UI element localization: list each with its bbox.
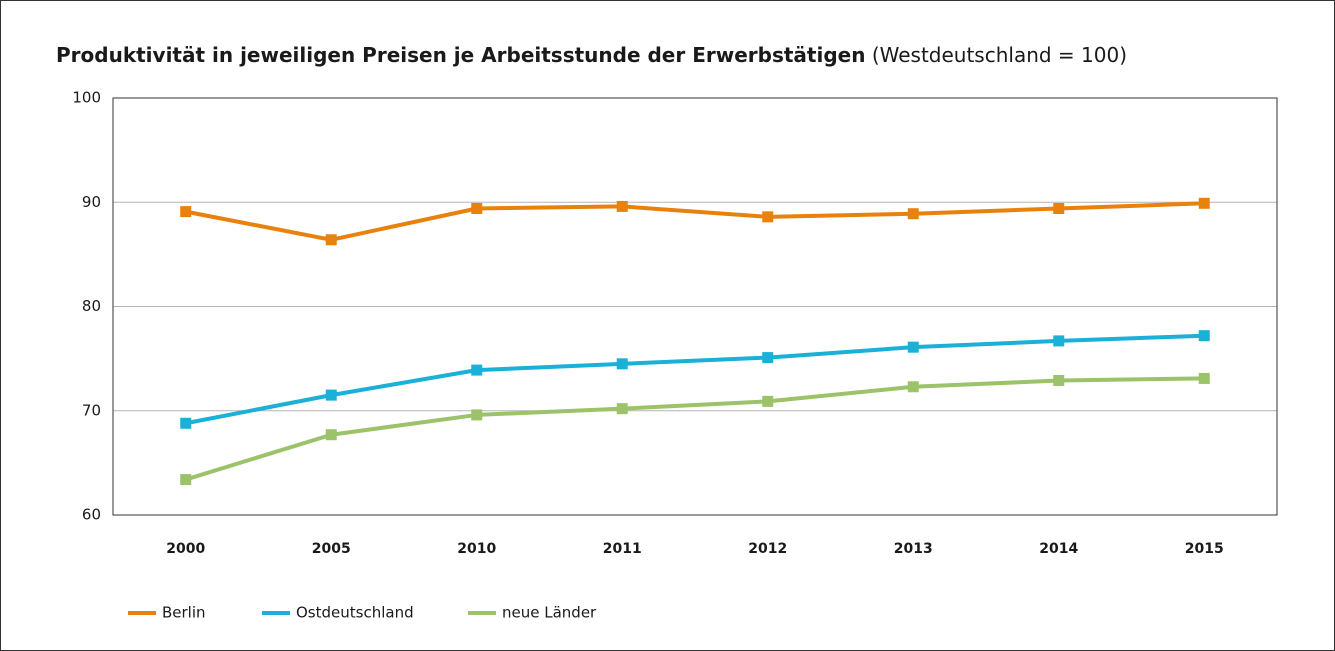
chart-title: Produktivität in jeweiligen Preisen je A…: [56, 43, 865, 67]
legend-label: Ostdeutschland: [296, 604, 414, 622]
point-marker: [616, 403, 628, 415]
point-marker: [907, 208, 919, 220]
x-tick-label: 2015: [1185, 541, 1224, 557]
y-tick-label: 80: [82, 297, 101, 315]
series-line: [185, 333, 1205, 426]
y-tick-label: 90: [82, 193, 101, 211]
y-tick-label: 70: [82, 401, 101, 419]
x-tick-label: 2000: [166, 541, 205, 557]
point-marker: [325, 234, 337, 246]
point-marker: [1198, 197, 1210, 209]
x-tick-label: 2013: [894, 541, 933, 557]
point-marker: [180, 417, 192, 429]
point-marker: [762, 395, 774, 407]
point-marker: [616, 200, 628, 212]
x-tick-label: 2012: [748, 541, 787, 557]
y-tick-label: 100: [72, 89, 101, 107]
point-marker: [325, 429, 337, 441]
chart-heading: Produktivität in jeweiligen Preisen je A…: [56, 43, 1127, 67]
point-marker: [1198, 372, 1210, 384]
plot-frame: [112, 97, 1278, 516]
chart-subtitle: (Westdeutschland = 100): [872, 43, 1127, 67]
point-marker: [1053, 335, 1065, 347]
point-marker: [471, 409, 483, 421]
point-marker: [180, 206, 192, 218]
point-marker: [471, 203, 483, 215]
point-marker: [907, 341, 919, 353]
point-marker: [907, 381, 919, 393]
series-line: [185, 201, 1205, 242]
legend-label: Berlin: [162, 604, 206, 622]
series-line: [185, 376, 1205, 482]
point-marker: [1198, 330, 1210, 342]
point-marker: [180, 474, 192, 486]
point-marker: [1053, 203, 1065, 215]
point-marker: [616, 358, 628, 370]
legend-label: neue Länder: [502, 604, 597, 622]
x-tick-label: 2014: [1039, 541, 1078, 557]
point-marker: [762, 211, 774, 223]
point-marker: [1053, 375, 1065, 387]
point-marker: [762, 352, 774, 364]
point-marker: [471, 364, 483, 376]
x-tick-label: 2011: [603, 541, 642, 557]
y-tick-label: 60: [82, 506, 101, 524]
x-tick-label: 2010: [457, 541, 496, 557]
x-tick-label: 2005: [312, 541, 351, 557]
point-marker: [325, 389, 337, 401]
